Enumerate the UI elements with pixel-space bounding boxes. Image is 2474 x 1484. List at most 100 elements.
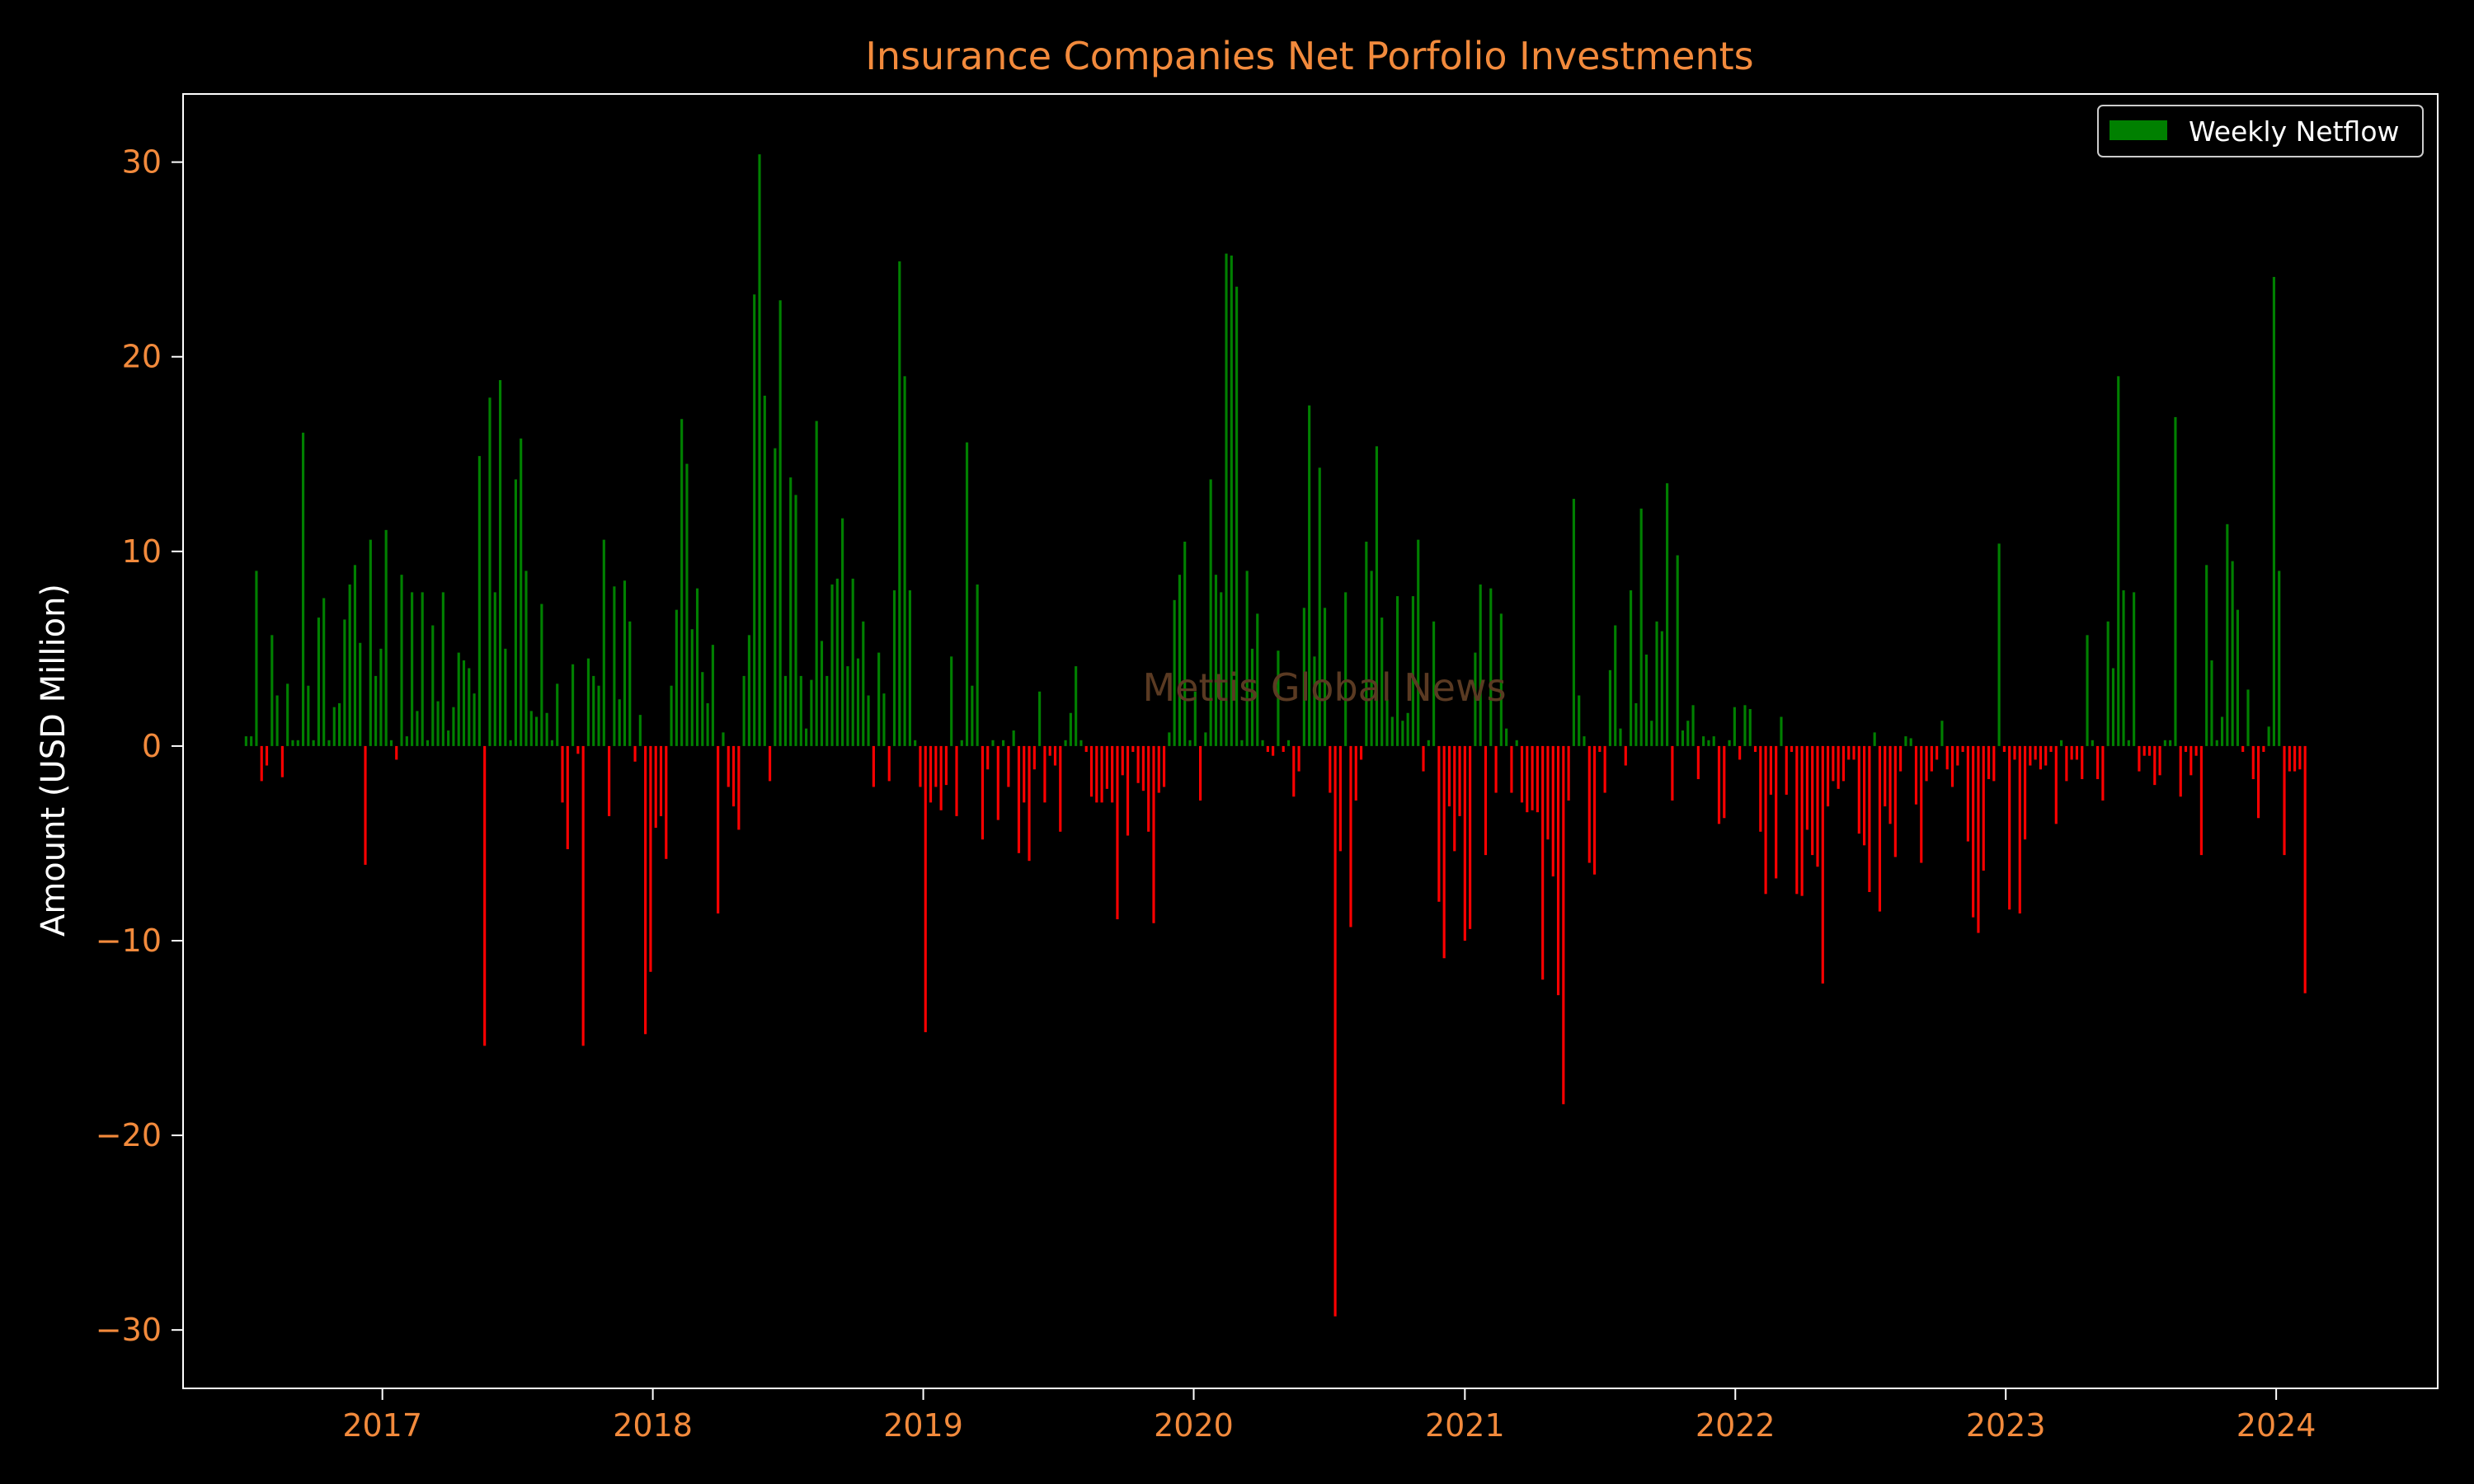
bar-week-352	[2070, 745, 2073, 760]
bar-week-348	[2049, 745, 2053, 752]
bar-week-121	[872, 745, 875, 787]
bar-week-240	[1489, 588, 1493, 746]
bar-week-281	[1702, 736, 1705, 746]
bar-week-373	[2179, 745, 2182, 797]
bar-week-76	[638, 715, 642, 746]
bar-week-34	[421, 592, 424, 746]
bar-week-366	[2142, 745, 2146, 756]
bar-week-354	[2081, 745, 2084, 780]
watermark-text: Mettis Global News	[1142, 665, 1506, 710]
bar-week-165	[1100, 745, 1103, 803]
bar-week-340	[2008, 745, 2011, 910]
bar-week-367	[2147, 745, 2152, 756]
bar-week-249	[1536, 745, 1539, 813]
bar-week-337	[1992, 745, 1996, 782]
bar-week-23	[364, 745, 367, 865]
bar-week-339	[2002, 745, 2006, 752]
bar-week-110	[815, 420, 818, 746]
bar-week-379	[2210, 660, 2213, 746]
bar-week-141	[976, 584, 979, 746]
bar-week-27	[384, 529, 388, 746]
bar-week-304	[1821, 745, 1824, 984]
bar-week-271	[1650, 721, 1653, 746]
bar-week-220	[1385, 699, 1389, 746]
x-axis: 2017 2018 2019 2020 2021 2022 2023 2024	[342, 1388, 2316, 1444]
bar-week-170	[1126, 745, 1130, 836]
x-tick-label-2019: 2019	[883, 1407, 963, 1444]
bar-week-35	[426, 740, 430, 746]
bar-week-369	[2158, 745, 2161, 776]
y-tick-label-0: 0	[142, 728, 162, 764]
bar-week-59	[550, 740, 553, 746]
bar-week-267	[1630, 590, 1633, 746]
bar-week-196	[1261, 740, 1264, 746]
bar-week-381	[2220, 716, 2224, 746]
bar-week-328	[1945, 745, 1949, 770]
bar-week-115	[841, 518, 844, 746]
bar-week-326	[1935, 745, 1939, 760]
bar-week-307	[1837, 745, 1840, 789]
bar-week-317	[1888, 745, 1892, 824]
bar-week-46	[483, 745, 487, 1046]
bar-week-134	[939, 745, 943, 810]
bar-week-158	[1064, 740, 1067, 746]
bar-week-325	[1930, 745, 1933, 772]
bar-week-316	[1884, 745, 1887, 807]
bar-week-315	[1878, 745, 1882, 912]
bar-week-51	[509, 740, 512, 746]
bar-week-57	[540, 603, 543, 746]
bar-week-97	[747, 635, 750, 746]
bar-week-308	[1841, 745, 1846, 782]
bar-week-106	[794, 495, 797, 746]
bar-week-217	[1370, 571, 1373, 746]
bar-week-4	[265, 745, 269, 766]
bar-week-226	[1417, 539, 1420, 746]
bar-week-204	[1302, 608, 1305, 746]
bar-week-150	[1023, 745, 1026, 803]
bar-week-333	[1972, 745, 1975, 918]
bar-week-298	[1790, 745, 1794, 752]
bar-week-280	[1696, 745, 1700, 780]
bar-week-132	[929, 745, 933, 803]
bar-week-389	[2262, 745, 2265, 752]
bar-week-15	[322, 598, 326, 746]
bar-week-306	[1832, 745, 1835, 782]
bar-week-376	[2194, 745, 2198, 756]
bar-week-394	[2288, 745, 2291, 772]
bar-week-95	[737, 745, 741, 830]
bar-week-3	[260, 745, 263, 782]
bar-week-291	[1753, 745, 1757, 752]
bar-week-331	[1961, 745, 1964, 752]
bar-week-108	[805, 728, 808, 746]
bar-week-261	[1598, 745, 1602, 752]
bar-week-9	[291, 740, 294, 746]
bar-week-19	[343, 619, 346, 746]
bar-week-377	[2199, 745, 2203, 856]
legend-label-weekly-netflow: Weekly Netflow	[2189, 115, 2400, 148]
bar-week-266	[1624, 745, 1627, 766]
bar-week-262	[1603, 745, 1606, 793]
bar-week-302	[1811, 745, 1814, 856]
bar-week-293	[1764, 745, 1767, 895]
bar-week-241	[1494, 745, 1498, 793]
bar-week-234	[1458, 745, 1461, 816]
bar-week-285	[1723, 745, 1726, 819]
bar-week-8	[286, 683, 289, 746]
bar-week-84	[680, 419, 684, 746]
bar-week-131	[924, 745, 927, 1032]
bar-week-343	[2023, 745, 2027, 840]
bar-week-289	[1743, 705, 1747, 746]
bar-week-228	[1427, 740, 1430, 746]
bar-week-17	[332, 707, 336, 746]
bar-week-160	[1075, 666, 1078, 746]
bar-week-140	[971, 685, 974, 746]
bar-week-14	[317, 618, 320, 746]
bar-week-112	[825, 675, 829, 746]
bar-week-207	[1318, 467, 1321, 746]
bar-week-143	[986, 745, 990, 770]
y-tick-label--30: −30	[96, 1312, 162, 1348]
bar-week-189	[1225, 253, 1228, 746]
bar-week-178	[1168, 732, 1171, 746]
bar-week-365	[2138, 745, 2141, 772]
bar-week-68	[597, 685, 600, 746]
